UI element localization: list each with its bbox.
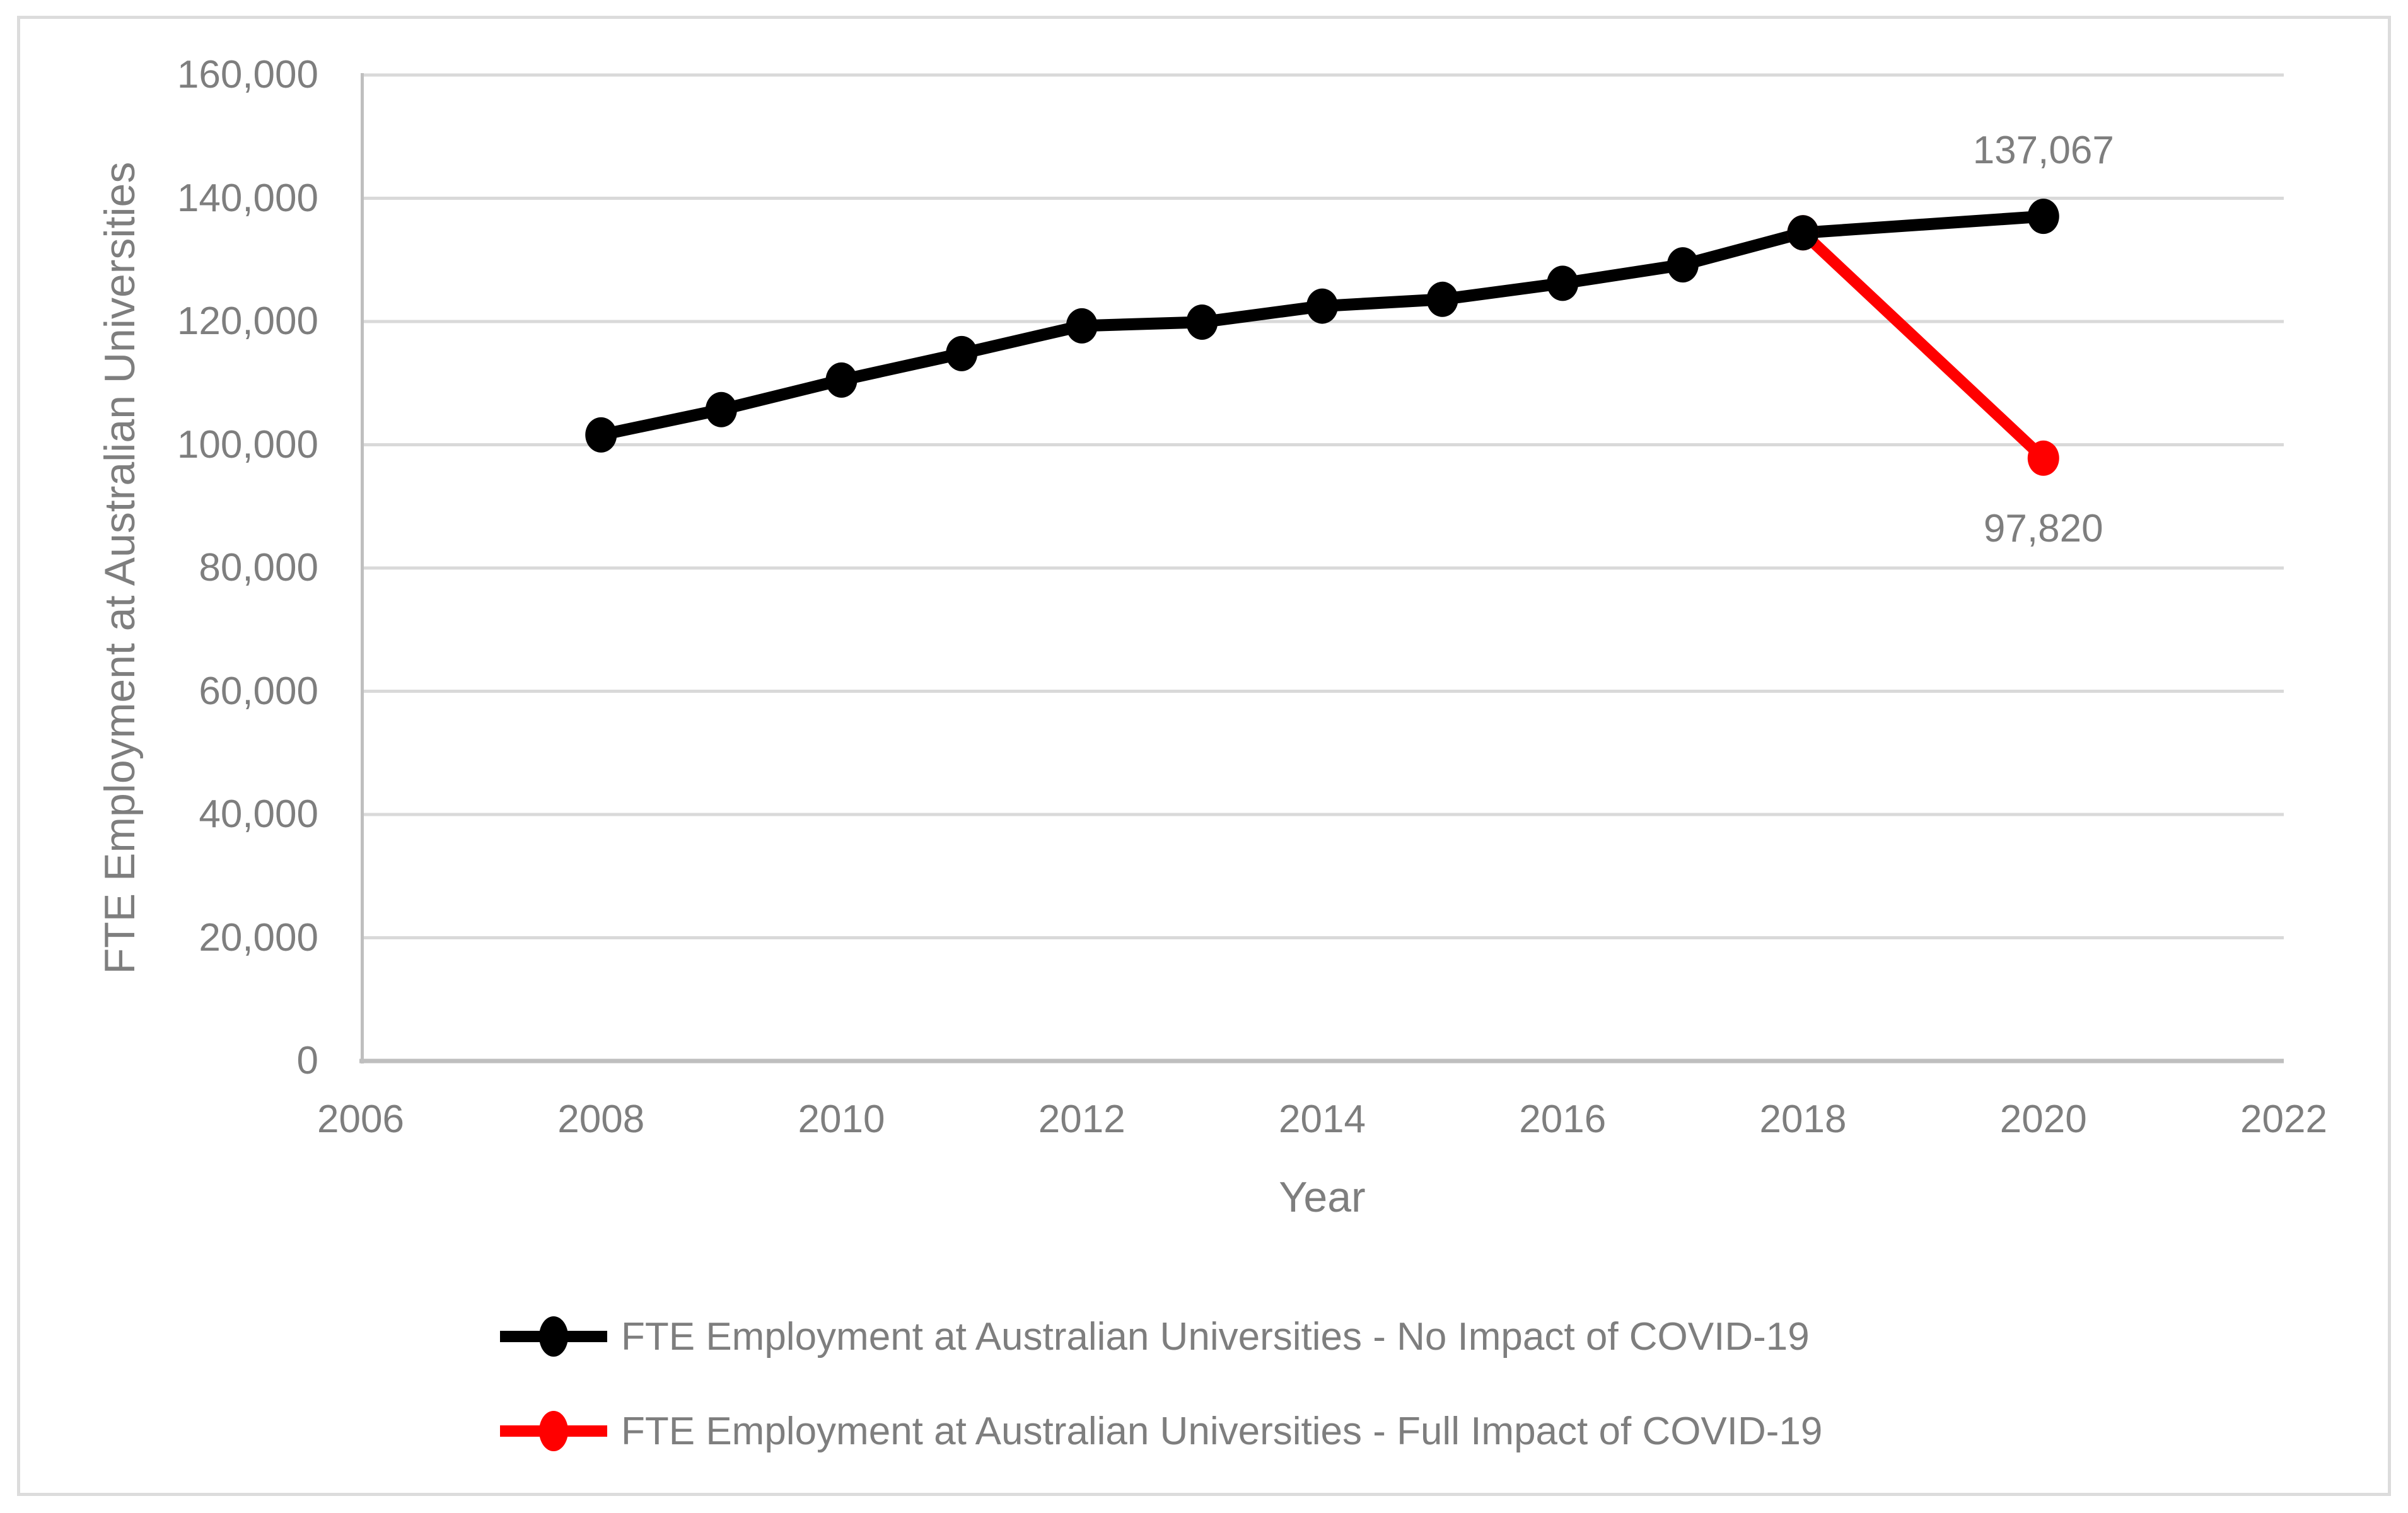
x-tick-label-2006: 2006	[317, 1098, 404, 1141]
data-point-series0-2009	[705, 391, 737, 427]
y-tick-label-60000: 60,000	[199, 669, 318, 713]
data-label-full-impact-2020: 97,820	[1983, 506, 2103, 550]
x-tick-label-2020: 2020	[1999, 1098, 2087, 1141]
red-line-marker-icon	[500, 1411, 607, 1451]
y-tick-label-120000: 120,000	[177, 299, 318, 343]
y-tick-label-140000: 140,000	[177, 176, 318, 220]
x-tick-label-2010: 2010	[798, 1098, 885, 1141]
y-tick-label-20000: 20,000	[199, 915, 318, 959]
x-tick-label-2016: 2016	[1519, 1098, 1607, 1141]
data-point-series0-2015	[1426, 281, 1458, 317]
x-tick-label-2018: 2018	[1759, 1098, 1847, 1141]
legend-dot-1	[539, 1411, 568, 1451]
y-tick-label-0: 0	[296, 1039, 318, 1082]
data-point-series0-2011	[946, 335, 978, 371]
y-tick-label-80000: 80,000	[199, 546, 318, 589]
data-point-series0-2016	[1547, 265, 1579, 301]
data-point-series0-2013	[1186, 304, 1218, 340]
data-point-series0-2008	[585, 417, 617, 453]
data-point-series0-2018	[1787, 215, 1819, 251]
chart-border	[17, 16, 2391, 1496]
data-point-series0-2012	[1066, 308, 1098, 344]
x-tick-label-2014: 2014	[1279, 1098, 1366, 1141]
black-line-marker-icon	[500, 1316, 607, 1357]
legend-item-no-impact: FTE Employment at Australian Universitie…	[500, 1305, 1810, 1368]
data-point-series0-2020	[2027, 199, 2059, 235]
data-label-no-impact-2020: 137,067	[1972, 129, 2114, 173]
legend-item-full-impact: FTE Employment at Australian Universitie…	[500, 1400, 1822, 1463]
series-line-0	[595, 210, 2050, 441]
legend-label-full-impact: FTE Employment at Australian Universitie…	[621, 1409, 1823, 1453]
x-tick-label-2008: 2008	[557, 1098, 645, 1141]
x-tick-label-2012: 2012	[1038, 1098, 1125, 1141]
x-tick-label-2022: 2022	[2240, 1098, 2327, 1141]
data-point-series0-2014	[1306, 288, 1338, 324]
x-axis-title: Year	[1279, 1173, 1366, 1221]
data-point-series0-2017	[1666, 247, 1699, 283]
y-tick-label-160000: 160,000	[177, 53, 318, 96]
series-line-1	[1797, 227, 2049, 464]
legend-dot-0	[539, 1316, 568, 1357]
legend-label-no-impact: FTE Employment at Australian Universitie…	[621, 1314, 1810, 1359]
data-point-series1-2020	[2027, 440, 2059, 476]
plot-area	[359, 73, 2284, 1064]
y-tick-label-100000: 100,000	[177, 422, 318, 467]
y-tick-label-40000: 40,000	[199, 792, 318, 836]
data-point-series0-2010	[825, 362, 858, 398]
